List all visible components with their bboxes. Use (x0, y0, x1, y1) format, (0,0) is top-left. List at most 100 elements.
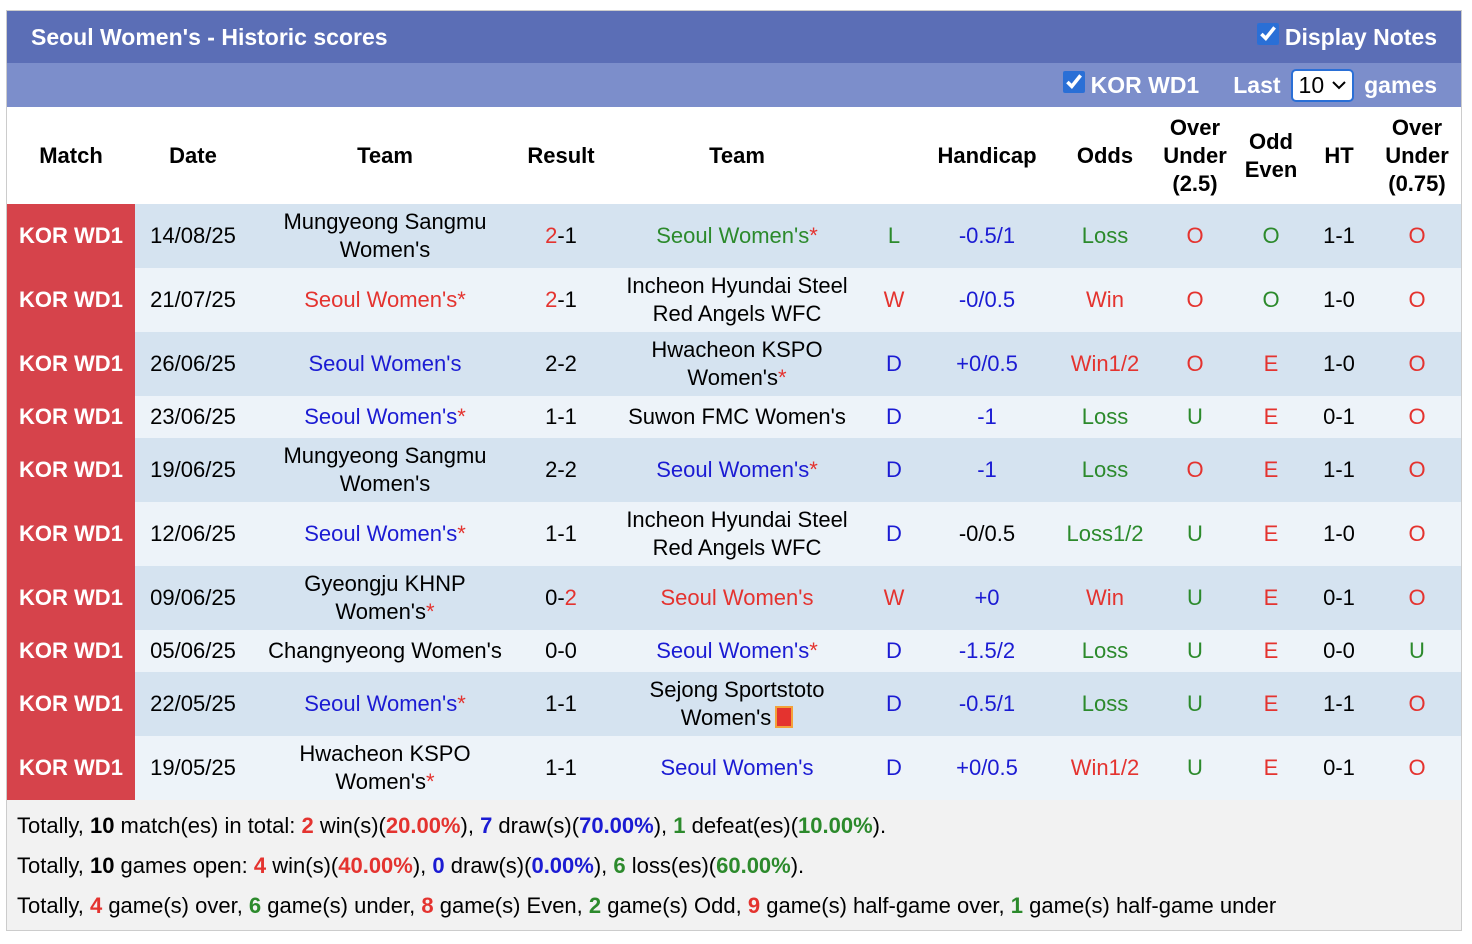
score: 1 (545, 404, 558, 429)
handicap-cell: -0.5/1 (917, 204, 1057, 268)
summary-text: game(s) half-game under (1023, 893, 1277, 918)
column-header: Team (251, 107, 519, 204)
half-over-under-cell: U (1373, 630, 1461, 672)
away-cell: Seoul Women's* (603, 630, 871, 672)
score: - (557, 457, 565, 482)
odds-cell: Win (1057, 268, 1153, 332)
summary-text: 7 (480, 813, 493, 838)
handicap-cell: -0.5/1 (917, 672, 1057, 736)
ht-cell: 1-1 (1305, 438, 1373, 502)
over-under-cell: O (1153, 438, 1237, 502)
outcome-cell: D (871, 672, 917, 736)
team-name: Sejong Sportstoto Women's (649, 677, 825, 730)
ht-cell: 1-0 (1305, 502, 1373, 566)
score: 2 (545, 223, 558, 248)
handicap-cell: -0/0.5 (917, 502, 1057, 566)
summary-text: 10 (89, 853, 115, 878)
score: 1 (564, 755, 577, 780)
score: 2 (545, 351, 558, 376)
over-under-cell: O (1153, 268, 1237, 332)
label: Display Notes (1284, 24, 1437, 50)
ht-cell: 0-1 (1305, 566, 1373, 630)
note-mark: * (426, 769, 435, 794)
label: KOR WD1 (1090, 72, 1200, 98)
display-notes[interactable]: Display Notes (1256, 23, 1437, 51)
summary-text: Totally, (17, 813, 90, 838)
home-cell: Mungyeong Sangmu Women's (251, 438, 519, 502)
away-cell: Seoul Women's* (603, 438, 871, 502)
summary-text: 2 (588, 893, 602, 918)
over-under-cell: U (1153, 396, 1237, 438)
match-cell: KOR WD1 (7, 672, 135, 736)
ht-cell: 1-0 (1305, 268, 1373, 332)
result-cell: 2-2 (519, 332, 603, 396)
odd-even-cell: E (1237, 332, 1305, 396)
team-name: Seoul Women's (308, 351, 462, 376)
result-cell: 2-1 (519, 268, 603, 332)
summary-text: ). (790, 853, 805, 878)
note-mark: * (457, 521, 466, 546)
date-cell: 26/06/25 (135, 332, 251, 396)
ht-cell: 0-1 (1305, 396, 1373, 438)
match-row: KOR WD1 05/06/25 Changnyeong Women's 0-0 Seo… (7, 630, 1461, 672)
checkbox[interactable] (1062, 71, 1085, 93)
score: 2 (545, 457, 558, 482)
summary-text: 6 (248, 893, 262, 918)
handicap-cell: +0/0.5 (917, 332, 1057, 396)
score: 1 (545, 755, 558, 780)
score: 2 (564, 351, 577, 376)
filter-bar: KOR WD1 Last 10 games (7, 63, 1461, 107)
match-cell: KOR WD1 (7, 630, 135, 672)
home-cell: Seoul Women's* (251, 672, 519, 736)
score: 1 (564, 223, 577, 248)
date-cell: 19/06/25 (135, 438, 251, 502)
odds-cell: Win1/2 (1057, 736, 1153, 800)
odds-cell: Loss (1057, 396, 1153, 438)
half-over-under-cell: O (1373, 566, 1461, 630)
away-cell: Seoul Women's (603, 736, 871, 800)
score: - (557, 223, 565, 248)
summary-line: Totally, 4 game(s) over, 6 game(s) under… (17, 886, 1451, 926)
away-cell: Seoul Women's (603, 566, 871, 630)
checkbox[interactable] (1256, 23, 1279, 45)
summary-text: 0 (432, 853, 445, 878)
outcome-cell: D (871, 396, 917, 438)
summary-text: game(s) Odd, (601, 893, 748, 918)
match-cell: KOR WD1 (7, 396, 135, 438)
league-filter[interactable]: KOR WD1 (1062, 71, 1200, 99)
match-cell: KOR WD1 (7, 268, 135, 332)
summary-text: 2 (301, 813, 314, 838)
odd-even-cell: E (1237, 736, 1305, 800)
note-mark: * (809, 638, 818, 663)
match-row: KOR WD1 22/05/25 Seoul Women's* 1-1 Sejong S… (7, 672, 1461, 736)
half-over-under-cell: O (1373, 396, 1461, 438)
summary-text: 9 (747, 893, 761, 918)
odd-even-cell: O (1237, 268, 1305, 332)
summary-text: loss(es)( (625, 853, 717, 878)
handicap-cell: +0 (917, 566, 1057, 630)
ht-cell: 1-0 (1305, 332, 1373, 396)
summary: Totally, 10 match(es) in total: 2 win(s)… (7, 800, 1461, 930)
home-cell: Gyeongju KHNP Women's* (251, 566, 519, 630)
odd-even-cell: E (1237, 630, 1305, 672)
note-mark: * (426, 599, 435, 624)
score: - (557, 691, 565, 716)
match-row: KOR WD1 12/06/25 Seoul Women's* 1-1 Incheon … (7, 502, 1461, 566)
match-cell: KOR WD1 (7, 204, 135, 268)
column-header: Date (135, 107, 251, 204)
date-cell: 05/06/25 (135, 630, 251, 672)
column-header: Over Under (0.75) (1373, 107, 1461, 204)
home-cell: Hwacheon KSPO Women's* (251, 736, 519, 800)
team-name: Seoul Women's (304, 691, 458, 716)
summary-text: defeat(es)( (685, 813, 799, 838)
home-cell: Seoul Women's* (251, 268, 519, 332)
over-under-cell: U (1153, 566, 1237, 630)
half-over-under-cell: O (1373, 204, 1461, 268)
away-cell: Seoul Women's* (603, 204, 871, 268)
table-body: KOR WD1 14/08/25 Mungyeong Sangmu Women's 2… (7, 204, 1461, 800)
games-select[interactable]: 10 (1290, 68, 1355, 102)
date-cell: 14/08/25 (135, 204, 251, 268)
team-name: Changnyeong Women's (268, 638, 502, 663)
odd-even-cell: E (1237, 396, 1305, 438)
